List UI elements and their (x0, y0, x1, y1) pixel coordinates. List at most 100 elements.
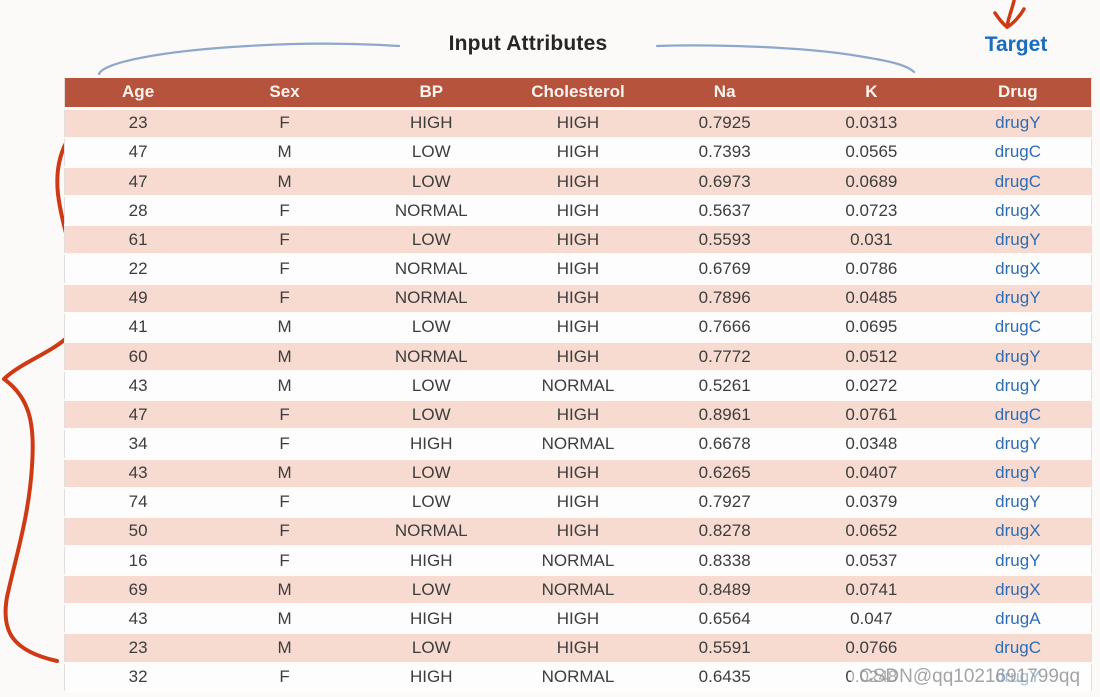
table-row: 41 M LOW HIGH 0.7666 0.0695 drugC (64, 312, 1092, 343)
input-attributes-label: Input Attributes (448, 32, 608, 55)
table-cell: 0.031 (798, 225, 945, 256)
table-cell: 0.0485 (798, 283, 945, 314)
table-cell: drugX (944, 575, 1092, 606)
table-cell: HIGH (357, 108, 505, 139)
table-row: 60 M NORMAL HIGH 0.7772 0.0512 drugY (64, 341, 1092, 373)
table-cell: 49 (64, 283, 212, 314)
table-cell: drugY (944, 225, 1092, 256)
table-cell: M (211, 604, 358, 635)
table-cell: NORMAL (504, 546, 652, 577)
table-cell: F (211, 225, 358, 256)
table-cell: LOW (357, 458, 505, 489)
column-header: Cholesterol (504, 78, 652, 110)
table-cell: HIGH (357, 662, 505, 694)
table-cell: 0.047 (798, 604, 945, 635)
table-cell: drugC (944, 400, 1092, 431)
table-cell: HIGH (357, 429, 505, 460)
table-cell: M (211, 166, 358, 198)
table-cell: F (211, 487, 358, 518)
table-cell: 16 (64, 546, 212, 577)
table-cell: 0.8489 (651, 575, 799, 606)
table-cell: NORMAL (357, 196, 505, 227)
table-cell: 0.8961 (651, 400, 799, 431)
table-header: Age Sex BP Cholesterol Na K Drug (64, 78, 1092, 110)
table-cell: 0.0565 (798, 137, 945, 168)
table-cell: HIGH (357, 546, 505, 577)
table-cell: 47 (64, 166, 212, 198)
table-cell: drugY (944, 371, 1092, 402)
table-cell: drugY (944, 487, 1092, 518)
table-row: 43 M LOW NORMAL 0.5261 0.0272 drugY (64, 371, 1092, 402)
table-cell: 0.6265 (651, 458, 799, 489)
table-cell: LOW (357, 225, 505, 256)
table-cell: HIGH (504, 283, 652, 314)
table-cell: 32 (64, 662, 212, 694)
table-cell: drugY (944, 283, 1092, 314)
table-cell: F (211, 429, 358, 460)
table-cell: M (211, 458, 358, 489)
table-cell: 0.0537 (798, 546, 945, 577)
table-cell: 0.6435 (651, 662, 799, 694)
table-row: 49 F NORMAL HIGH 0.7896 0.0485 drugY (64, 283, 1092, 314)
table-cell: LOW (357, 371, 505, 402)
table-cell: 43 (64, 604, 212, 635)
table-cell: 0.0512 (798, 341, 945, 373)
table-cell: F (211, 400, 358, 431)
table-row: 61 F LOW HIGH 0.5593 0.031 drugY (64, 225, 1092, 256)
table-cell: 0.0741 (798, 575, 945, 606)
table-row: 16 F HIGH NORMAL 0.8338 0.0537 drugY (64, 546, 1092, 577)
table-cell: drugY (944, 546, 1092, 577)
table-row: 47 M LOW HIGH 0.6973 0.0689 drugC (64, 166, 1092, 198)
table-cell: 0.0723 (798, 196, 945, 227)
table-cell: 0.0689 (798, 166, 945, 198)
table-cell: 0.0407 (798, 458, 945, 489)
table-cell: 69 (64, 575, 212, 606)
table-cell: M (211, 137, 358, 168)
table-cell: LOW (357, 487, 505, 518)
table-cell: 0.8338 (651, 546, 799, 577)
table-cell: NORMAL (504, 575, 652, 606)
column-header: Drug (944, 78, 1092, 110)
table-cell: 23 (64, 633, 212, 664)
table-cell: 47 (64, 400, 212, 431)
table-cell: drugX (944, 254, 1092, 285)
table-cell: F (211, 516, 358, 548)
table-cell: drugC (944, 137, 1092, 168)
table-cell: 0.0313 (798, 108, 945, 139)
table-cell: drugY (944, 429, 1092, 460)
table-cell: 34 (64, 429, 212, 460)
table-cell: HIGH (504, 516, 652, 548)
table-cell: 61 (64, 225, 212, 256)
table-cell: 0.7896 (651, 283, 799, 314)
table-cell: 50 (64, 516, 212, 548)
table-cell: HIGH (504, 633, 652, 664)
table-cell: NORMAL (504, 662, 652, 694)
column-header: Na (651, 78, 799, 110)
table-cell: 22 (64, 254, 212, 285)
table-cell: M (211, 312, 358, 343)
target-label: Target (984, 33, 1048, 56)
table-cell: NORMAL (504, 429, 652, 460)
table-row: 69 M LOW NORMAL 0.8489 0.0741 drugX (64, 575, 1092, 606)
table-cell: 0.6769 (651, 254, 799, 285)
table-cell: 0.5637 (651, 196, 799, 227)
table-cell: HIGH (504, 312, 652, 343)
target-arrow-icon (993, 0, 1026, 29)
table-cell: 0.5261 (651, 371, 799, 402)
table-cell: 0.0695 (798, 312, 945, 343)
table-cell: 0.7666 (651, 312, 799, 343)
table-cell: M (211, 371, 358, 402)
table-cell: F (211, 254, 358, 285)
table-cell: F (211, 108, 358, 139)
table-cell: 0.7772 (651, 341, 799, 373)
table-row: 28 F NORMAL HIGH 0.5637 0.0723 drugX (64, 196, 1092, 227)
table-cell: drugX (944, 196, 1092, 227)
table-row: 47 M LOW HIGH 0.7393 0.0565 drugC (64, 137, 1092, 168)
table-row: 22 F NORMAL HIGH 0.6769 0.0786 drugX (64, 254, 1092, 285)
column-header: BP (357, 78, 505, 110)
table-cell: HIGH (504, 400, 652, 431)
table-cell: 0.0272 (798, 371, 945, 402)
table-cell: 60 (64, 341, 212, 373)
column-header: Sex (211, 78, 358, 110)
table-cell: LOW (357, 575, 505, 606)
